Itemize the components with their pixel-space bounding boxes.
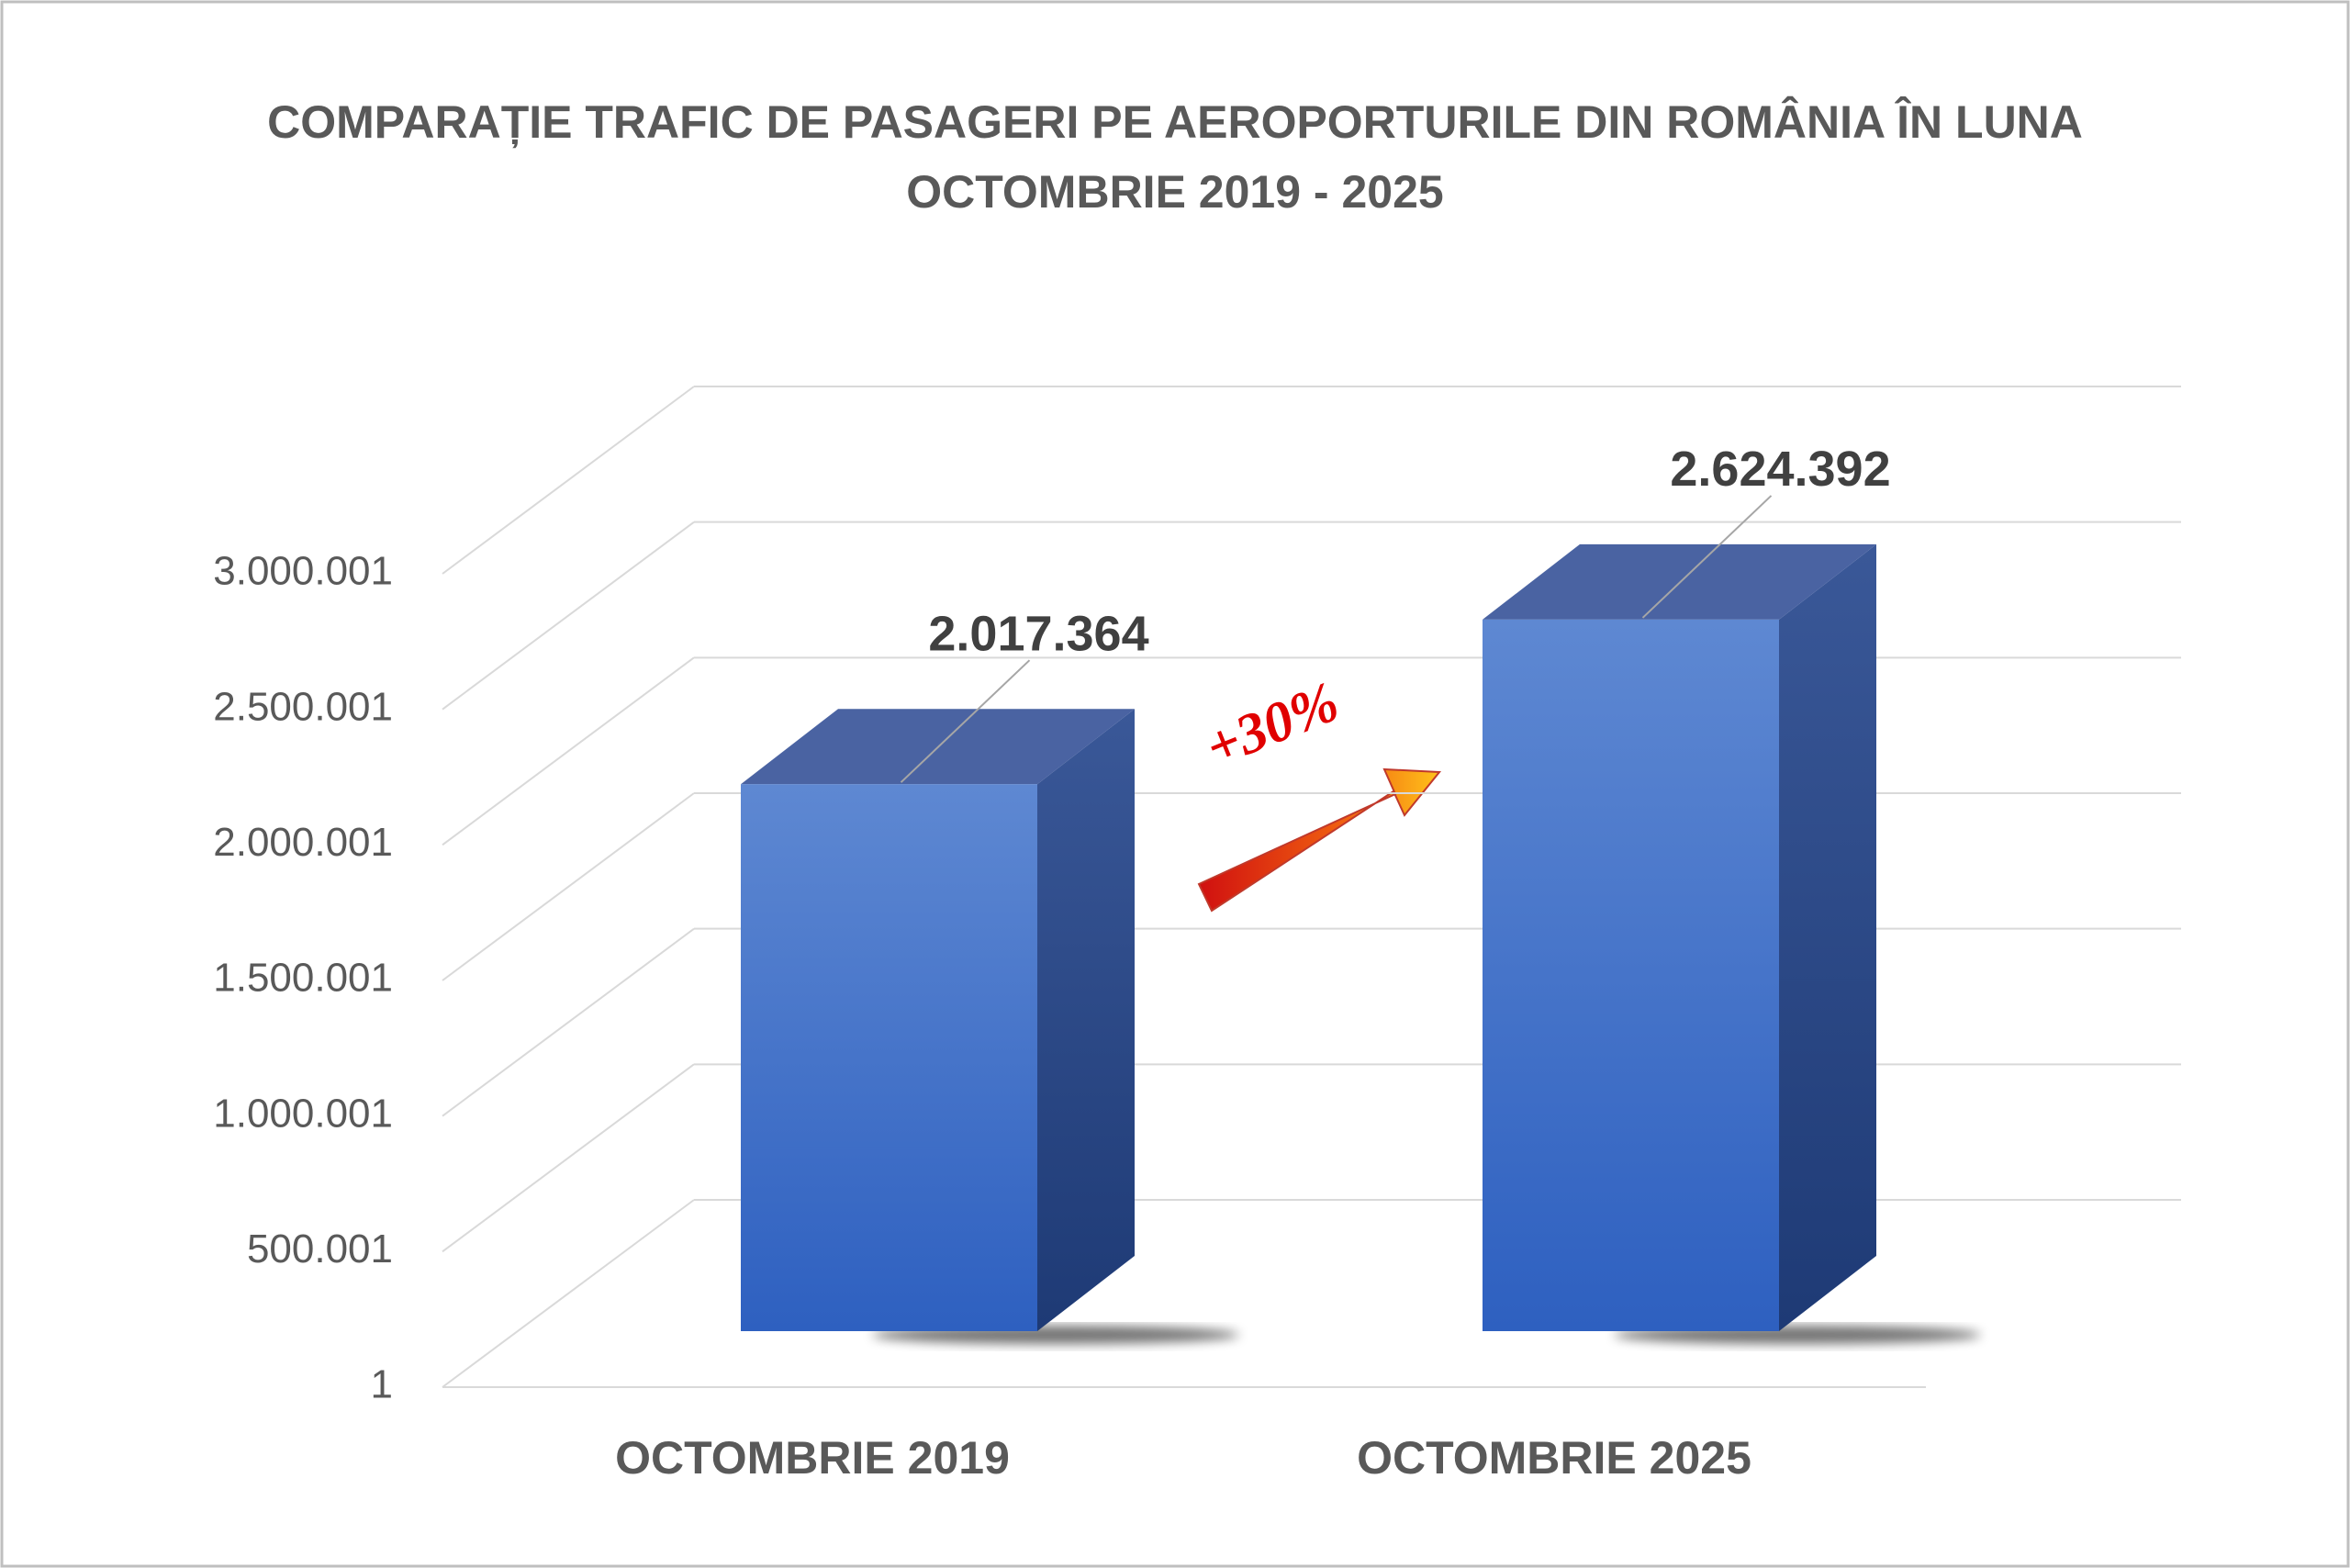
grid-line [442,1199,695,1388]
arrow [1197,767,1442,913]
leader-line [1641,495,1773,619]
y-tick-label: 2.000.001 [213,820,393,865]
grid-line [442,927,695,1117]
chart-title: COMPARAȚIE TRAFIC DE PASAGERI PE AEROPOR… [267,96,2083,218]
y-tick-label: 1 [371,1362,393,1407]
annotation: +30% [1197,670,1348,779]
y-tick-label: 1.000.001 [213,1091,393,1136]
y-tick-label: 2.500.001 [213,684,393,729]
bar [741,784,1037,1331]
value-label: 2.017.364 [928,606,1148,661]
x-tick-label: OCTOMBRIE 2019 [615,1432,1010,1484]
grid-line [442,792,695,981]
grid-line [442,1063,695,1253]
leader-line [900,659,1031,783]
y-tick-label: 1.500.001 [213,956,393,1001]
x-tick-label: OCTOMBRIE 2025 [1357,1432,1751,1484]
value-label: 2.624.392 [1670,442,1890,497]
grid-line [442,521,695,711]
bar [1483,619,1779,1331]
y-tick-label: 500.001 [247,1226,393,1271]
bar-side [1037,709,1135,1331]
y-tick-label: 3.000.001 [213,549,393,594]
grid-line [442,656,695,846]
bar-side [1779,543,1876,1331]
grid-line [442,386,695,575]
